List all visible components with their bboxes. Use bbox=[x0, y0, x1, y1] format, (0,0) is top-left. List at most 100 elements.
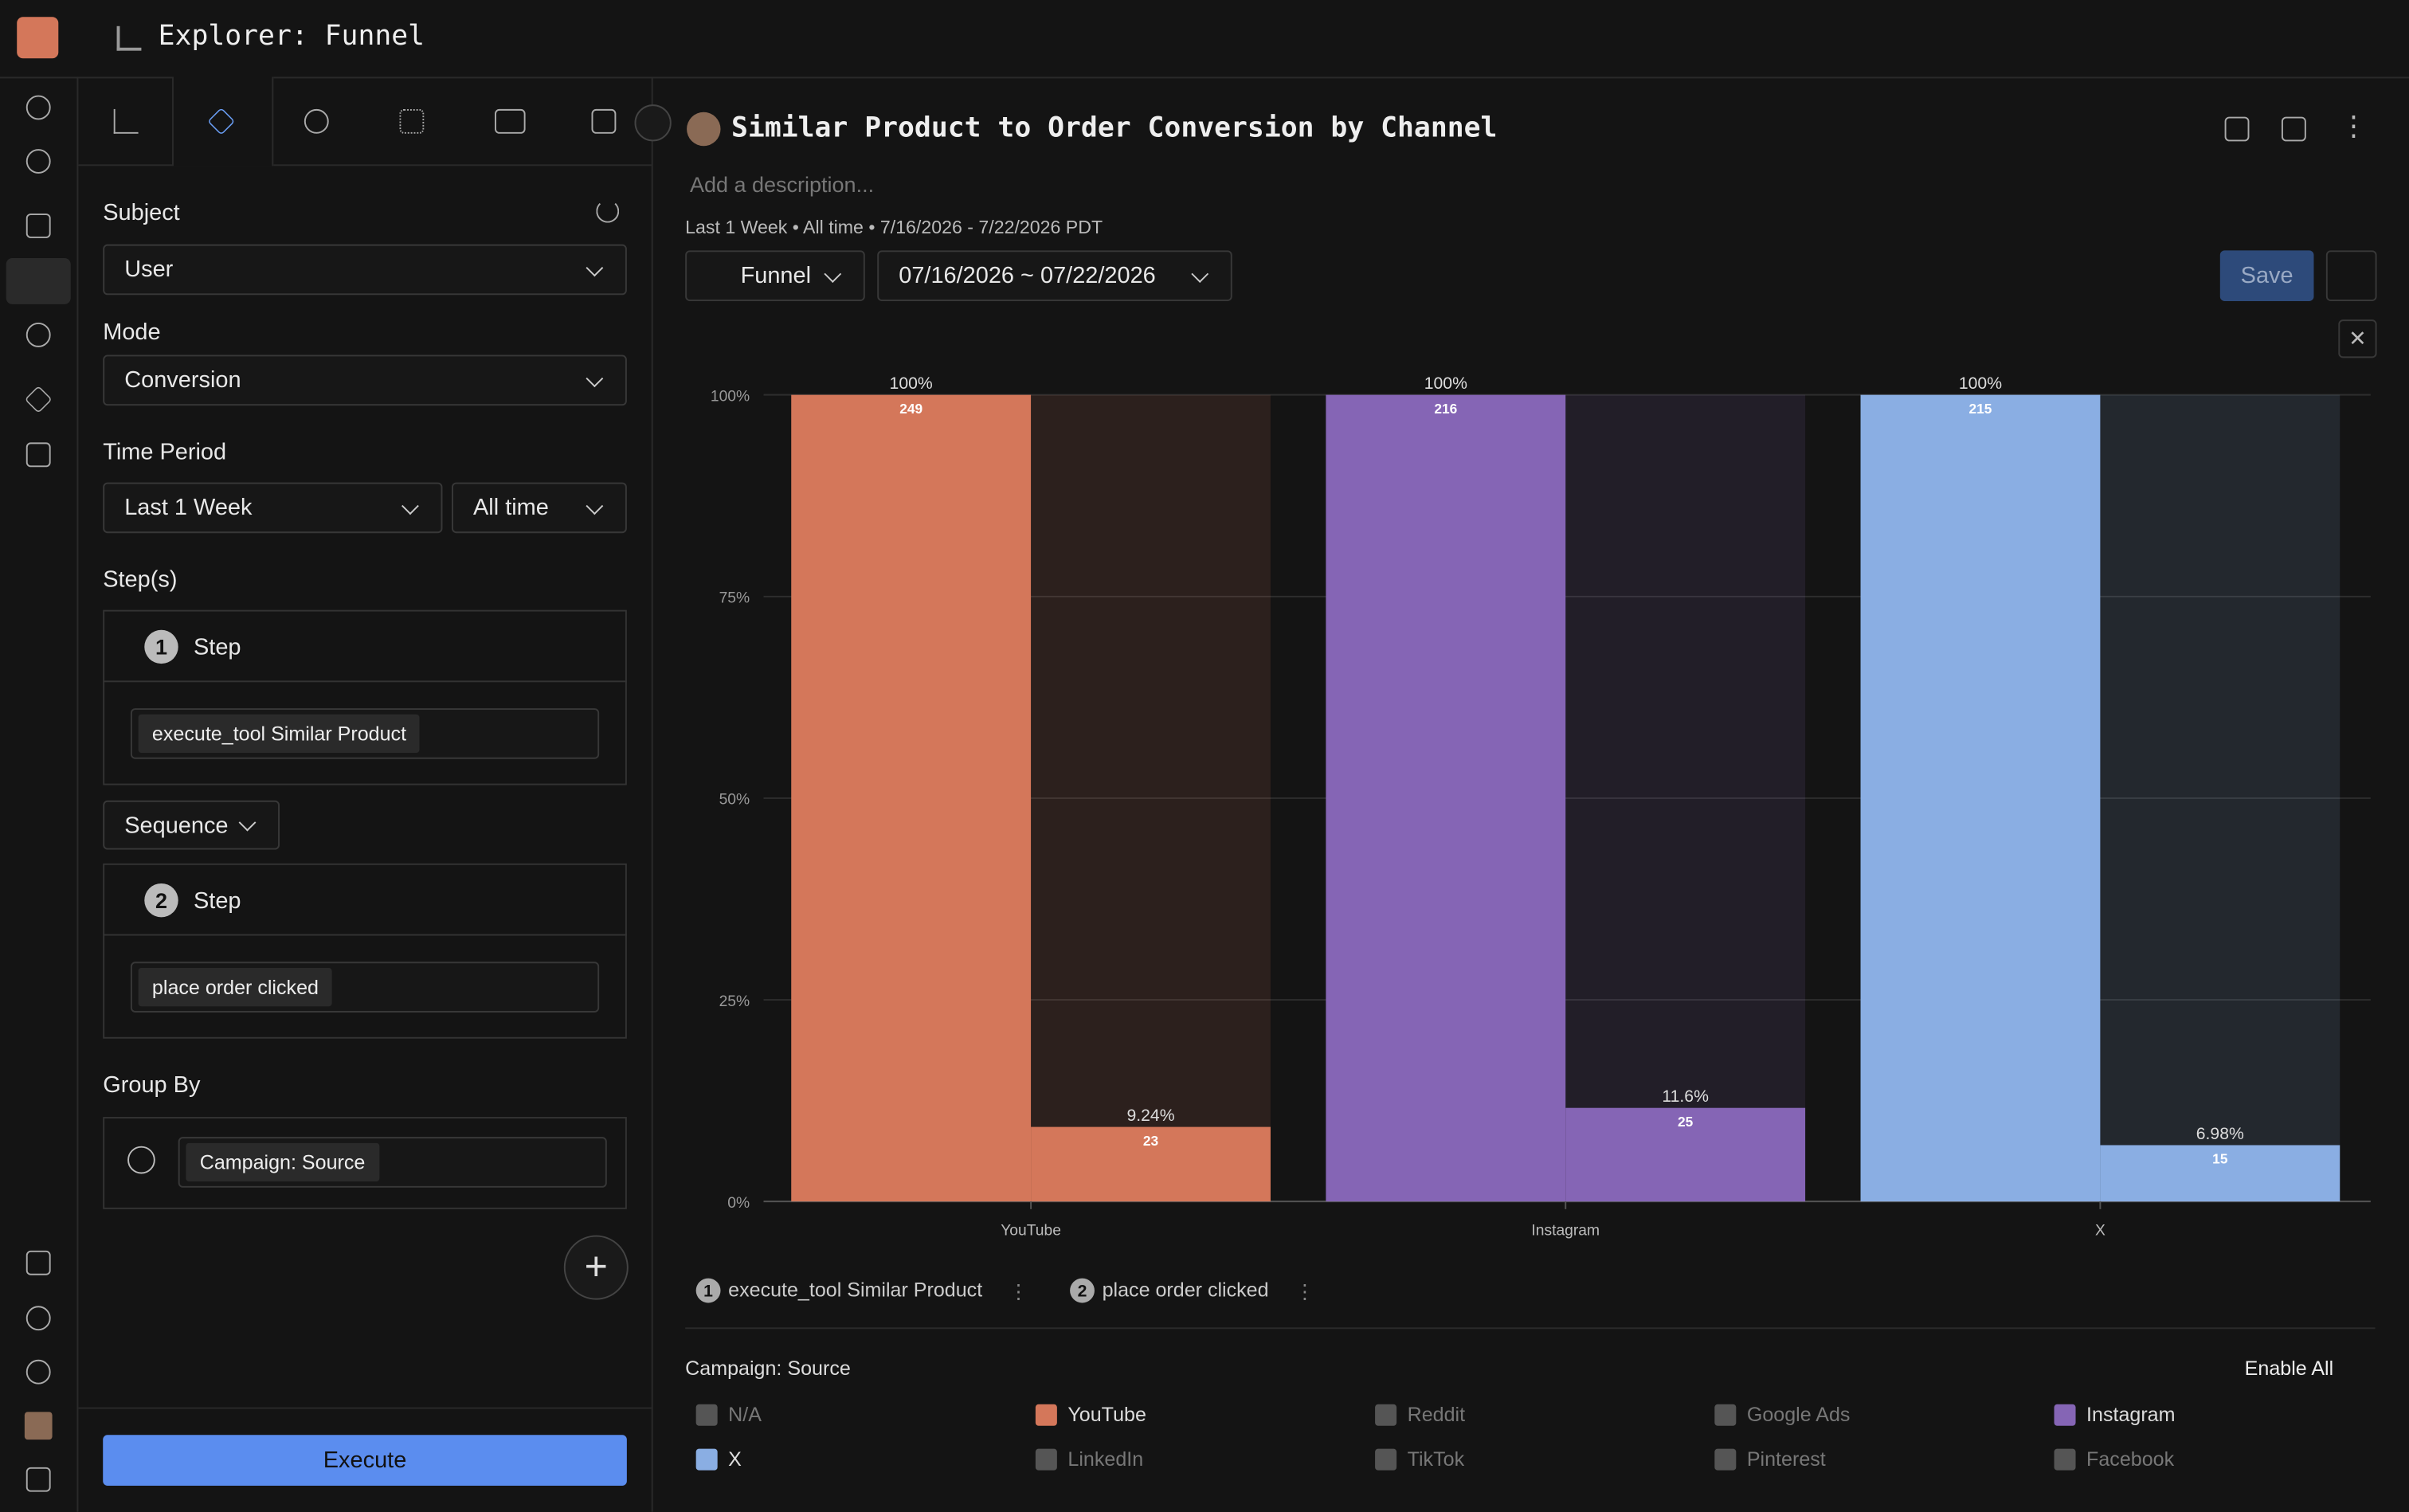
mode-label: Mode bbox=[103, 319, 161, 346]
nav-search[interactable] bbox=[25, 149, 51, 174]
y-tick-label: 25% bbox=[719, 993, 750, 1010]
tab-funnel-active[interactable] bbox=[172, 76, 274, 166]
legend-label[interactable]: Reddit bbox=[1407, 1402, 1466, 1426]
execute-button[interactable]: Execute bbox=[103, 1435, 627, 1486]
tab-retention[interactable] bbox=[399, 108, 425, 134]
y-tick-label: 0% bbox=[727, 1195, 750, 1212]
series-number: 1 bbox=[703, 1283, 713, 1301]
date-range-select[interactable]: 07/16/2026 ~ 07/22/2026 bbox=[877, 250, 1232, 302]
description[interactable]: Add a description... bbox=[689, 172, 875, 197]
nav-explorer-active[interactable] bbox=[6, 258, 71, 304]
tab-flows[interactable] bbox=[304, 108, 329, 134]
step-label: Step bbox=[194, 887, 241, 915]
chart-type-select[interactable]: Funnel bbox=[685, 250, 865, 302]
legend-swatch[interactable] bbox=[2054, 1448, 2076, 1471]
add-button[interactable]: + bbox=[563, 1235, 629, 1300]
legend-swatch[interactable] bbox=[1714, 1448, 1737, 1471]
settings-button[interactable] bbox=[2325, 250, 2377, 302]
ai-edit[interactable] bbox=[2224, 116, 2250, 142]
nav-users[interactable] bbox=[25, 323, 51, 347]
legend-divider bbox=[685, 1327, 2376, 1330]
bar bbox=[2100, 1145, 2340, 1202]
nav-settings[interactable] bbox=[25, 1359, 51, 1385]
legend-label[interactable]: X bbox=[728, 1447, 742, 1471]
legend-swatch[interactable] bbox=[1714, 1404, 1737, 1426]
sequence-select[interactable]: Sequence bbox=[103, 800, 280, 850]
bar bbox=[1326, 394, 1566, 1202]
tab-table[interactable] bbox=[495, 108, 526, 134]
legend-label[interactable]: YouTube bbox=[1067, 1402, 1146, 1426]
legend-swatch[interactable] bbox=[1375, 1448, 1397, 1471]
legend-swatch[interactable] bbox=[2054, 1404, 2076, 1426]
chart-icon bbox=[116, 25, 142, 51]
step-divider bbox=[103, 680, 627, 683]
nav-rail bbox=[0, 76, 79, 1512]
nav-collapse[interactable] bbox=[25, 1467, 51, 1492]
tab-insights[interactable] bbox=[113, 108, 139, 134]
value-label: 100% bbox=[1959, 374, 2002, 393]
legend-label[interactable]: Google Ads bbox=[1746, 1402, 1851, 1426]
logo[interactable] bbox=[17, 17, 59, 59]
enable-all[interactable]: Enable All bbox=[2244, 1356, 2334, 1380]
collapse-sidebar[interactable] bbox=[634, 104, 672, 142]
report-title: Similar Product to Order Conversion by C… bbox=[731, 112, 1498, 145]
steps-label: Step(s) bbox=[103, 566, 178, 593]
step-number: 1 bbox=[144, 629, 178, 664]
nav-avatar[interactable] bbox=[24, 1412, 53, 1440]
subject-select[interactable]: User bbox=[103, 244, 627, 296]
event-chip: place order clicked bbox=[138, 968, 333, 1007]
legend-label[interactable]: TikTok bbox=[1407, 1447, 1465, 1471]
tab-compare[interactable] bbox=[591, 108, 617, 134]
group-input[interactable]: Campaign: Source bbox=[178, 1137, 607, 1188]
group-chip: Campaign: Source bbox=[186, 1142, 379, 1182]
legend-swatch[interactable] bbox=[1035, 1448, 1057, 1471]
reset[interactable] bbox=[596, 199, 620, 223]
group-by-card bbox=[103, 1117, 627, 1209]
range-select[interactable]: All time bbox=[452, 482, 627, 534]
more-menu[interactable]: ⋮ bbox=[2340, 110, 2368, 142]
legend-title: Campaign: Source bbox=[685, 1356, 851, 1380]
export[interactable] bbox=[2281, 116, 2306, 142]
author-avatar bbox=[687, 112, 721, 147]
summary: Last 1 Week • All time • 7/16/2026 - 7/2… bbox=[685, 216, 1103, 238]
series-number-badge bbox=[695, 1278, 721, 1303]
legend-label[interactable]: Instagram bbox=[2086, 1402, 2176, 1426]
nav-help[interactable] bbox=[25, 1306, 51, 1331]
event-input[interactable]: execute_tool Similar Product bbox=[130, 708, 600, 759]
legend-swatch[interactable] bbox=[1035, 1404, 1057, 1426]
legend-label[interactable]: Facebook bbox=[2086, 1447, 2175, 1471]
legend-label[interactable]: Pinterest bbox=[1746, 1447, 1826, 1471]
x-tick-label: X bbox=[2095, 1223, 2105, 1240]
nav-code[interactable] bbox=[25, 1250, 51, 1275]
subject-label: Subject bbox=[103, 199, 180, 226]
series-number-badge bbox=[1070, 1278, 1095, 1303]
value-label: 100% bbox=[1424, 374, 1467, 393]
count-label: 23 bbox=[1143, 1133, 1159, 1149]
legend-swatch[interactable] bbox=[695, 1448, 718, 1471]
series-legend-label: execute_tool Similar Product bbox=[728, 1279, 982, 1302]
count-label: 215 bbox=[1968, 401, 1992, 417]
value-label: 9.24% bbox=[1126, 1107, 1174, 1125]
legend-swatch[interactable] bbox=[695, 1404, 718, 1426]
series-legend-label: place order clicked bbox=[1103, 1279, 1269, 1302]
close-chart[interactable]: ✕ bbox=[2338, 319, 2377, 358]
bar bbox=[1860, 394, 2101, 1202]
period-select[interactable]: Last 1 Week bbox=[103, 482, 443, 534]
series-number: 2 bbox=[1078, 1283, 1087, 1301]
event-input[interactable]: place order clicked bbox=[130, 962, 600, 1013]
legend-label[interactable]: LinkedIn bbox=[1067, 1447, 1144, 1471]
nav-dashboards[interactable] bbox=[25, 213, 51, 238]
count-label: 25 bbox=[1678, 1114, 1694, 1130]
bar-background bbox=[1031, 394, 1271, 1202]
nav-ai[interactable] bbox=[25, 95, 51, 120]
save-button[interactable]: Save bbox=[2219, 250, 2314, 302]
footer-divider bbox=[78, 1407, 652, 1409]
mode-select[interactable]: Conversion bbox=[103, 354, 627, 406]
legend-label[interactable]: N/A bbox=[728, 1402, 762, 1426]
sidebar bbox=[78, 76, 653, 1512]
group-by-label: Group By bbox=[103, 1072, 201, 1099]
legend-swatch[interactable] bbox=[1375, 1404, 1397, 1426]
nav-tags[interactable] bbox=[25, 442, 51, 468]
